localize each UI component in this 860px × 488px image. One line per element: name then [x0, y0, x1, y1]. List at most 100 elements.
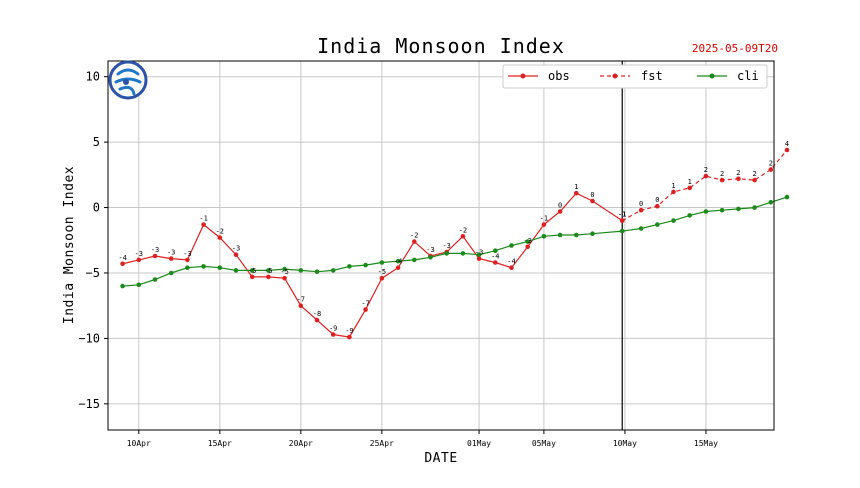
data-point-fst	[736, 176, 741, 182]
data-point-obs	[185, 257, 190, 263]
data-point-cli	[752, 205, 757, 210]
y-tick-label: −10	[78, 331, 100, 345]
data-label-obs: -5	[248, 267, 256, 275]
data-label-obs: 1	[574, 183, 578, 191]
legend-box	[502, 64, 768, 89]
data-point-obs	[201, 222, 206, 227]
data-point-cli	[703, 209, 709, 214]
data-point-cli	[249, 268, 255, 273]
y-tick-label: 10	[86, 70, 100, 84]
data-label-obs: -4	[491, 253, 499, 261]
data-point-obs	[282, 275, 287, 281]
logo-swirl	[114, 68, 142, 96]
data-label-fst: -1	[618, 211, 626, 219]
data-point-obs	[217, 235, 223, 240]
data-point-obs	[330, 332, 336, 337]
data-point-obs	[412, 239, 417, 244]
data-point-obs	[557, 209, 563, 214]
legend-fst-label: fst	[641, 69, 663, 83]
data-point-fst	[671, 189, 676, 195]
data-point-cli	[395, 258, 401, 264]
data-point-cli	[590, 231, 595, 236]
data-label-fst: 2	[769, 160, 773, 168]
legend-fst-marker	[612, 73, 618, 79]
y-tick-label: 0	[93, 201, 100, 215]
legend-cli-label: cli	[737, 69, 759, 83]
data-label-obs: 0	[590, 191, 594, 199]
data-point-cli	[363, 262, 368, 268]
data-point-cli	[509, 243, 514, 248]
data-point-fst	[638, 207, 644, 213]
data-point-cli	[476, 252, 482, 257]
data-label-obs: -3	[475, 249, 483, 257]
data-label-obs: 0	[558, 202, 562, 210]
data-point-obs	[493, 260, 498, 265]
data-point-cli	[493, 248, 498, 253]
data-point-fst	[768, 167, 774, 172]
data-point-obs	[152, 253, 158, 259]
x-tick-label: 25Apr	[370, 439, 394, 448]
data-label-fst: 2	[704, 166, 708, 174]
x-tick-label: 15May	[694, 439, 718, 448]
data-point-cli	[444, 251, 450, 256]
data-label-fst: 0	[639, 200, 643, 208]
data-point-cli	[330, 268, 336, 273]
data-point-obs	[525, 244, 530, 250]
data-point-cli	[120, 283, 125, 289]
logo	[108, 60, 148, 100]
data-label-obs: -3	[232, 245, 240, 253]
legend: obs fst cli	[502, 64, 768, 89]
data-point-cli	[574, 232, 579, 238]
ytick-layer: 10 5 0 −5 −10 −15	[78, 70, 108, 411]
x-tick-label: 15Apr	[208, 439, 232, 448]
data-point-cli	[266, 268, 271, 273]
data-point-obs	[249, 274, 255, 280]
x-tick-label: 20Apr	[289, 439, 313, 448]
data-label-obs: -5	[280, 268, 288, 276]
data-label-fst: 2	[720, 170, 724, 178]
data-point-cli	[619, 228, 625, 234]
x-tick-label: 10Apr	[127, 439, 151, 448]
data-label-obs: -4	[507, 258, 515, 266]
data-label-fst: 4	[785, 140, 789, 148]
data-point-cli	[201, 264, 206, 269]
x-tick-label: 05May	[532, 439, 556, 448]
data-point-cli	[379, 260, 385, 265]
data-point-obs	[168, 256, 174, 261]
data-label-obs: -2	[216, 228, 224, 236]
data-label-fst: 2	[736, 169, 740, 177]
data-point-cli	[217, 265, 223, 271]
y-tick-label: 5	[93, 135, 100, 149]
data-label-obs: -3	[135, 250, 143, 258]
data-point-cli	[655, 222, 660, 227]
data-point-fst	[752, 177, 757, 183]
data-point-obs	[266, 274, 271, 280]
data-label-obs: -8	[313, 310, 321, 318]
logo-dot	[123, 79, 129, 85]
legend-obs-label: obs	[548, 69, 570, 83]
data-point-cli	[152, 277, 158, 282]
data-point-obs	[590, 198, 595, 204]
legend-obs-marker	[520, 73, 526, 79]
data-point-fst	[703, 173, 709, 179]
data-label-obs: -3	[151, 246, 159, 254]
plot-frame	[107, 60, 775, 431]
data-point-obs	[509, 265, 514, 271]
data-point-cli	[460, 251, 466, 256]
grid-layer	[108, 61, 774, 430]
plot-area	[108, 61, 774, 430]
data-label-obs: -5	[378, 268, 386, 276]
data-point-obs	[541, 222, 547, 227]
data-label-obs: -5	[264, 267, 272, 275]
data-point-cli	[347, 264, 352, 269]
data-label-obs: -3	[426, 246, 434, 254]
data-point-fst	[784, 147, 790, 153]
xtick-layer: 10Apr 15Apr 20Apr 25Apr 01May 05May 10May 15May	[127, 430, 718, 448]
data-label-fst: 1	[671, 182, 675, 190]
data-label-fst: 1	[688, 178, 692, 186]
data-point-obs	[120, 261, 125, 267]
data-point-obs	[314, 317, 320, 323]
data-label-obs: -3	[523, 237, 531, 245]
data-label-obs: -3	[167, 249, 175, 257]
